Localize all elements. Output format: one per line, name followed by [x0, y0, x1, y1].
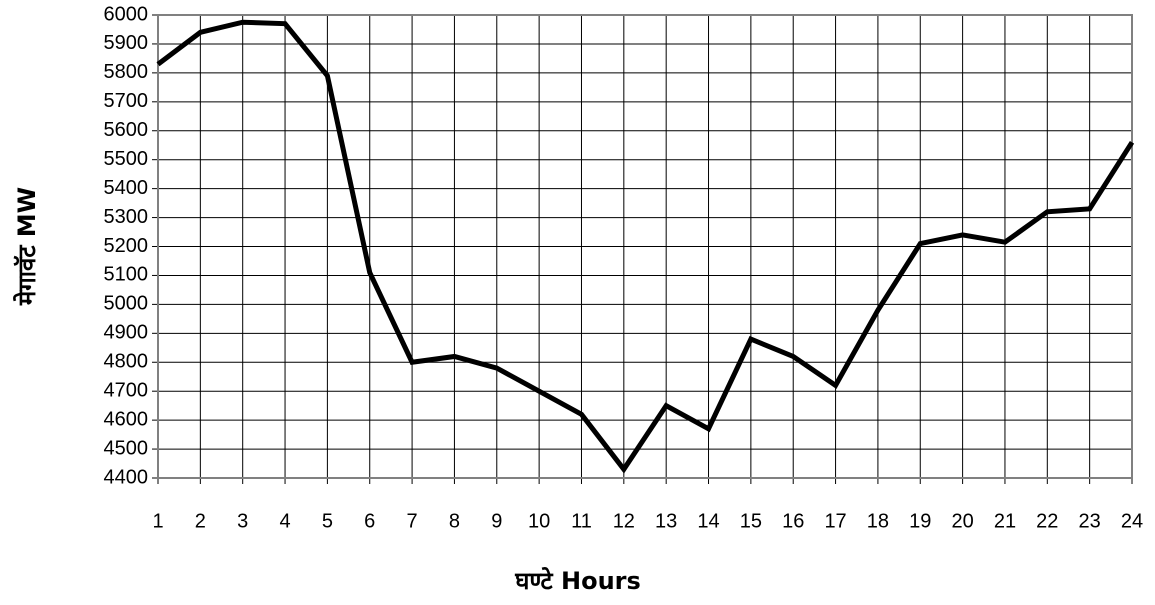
x-tick-label: 6: [364, 510, 375, 532]
x-tick-label: 15: [740, 510, 762, 532]
y-tick-label: 4600: [104, 408, 149, 430]
x-tick-label: 5: [322, 510, 333, 532]
x-tick-label: 24: [1121, 510, 1143, 532]
y-tick-label: 5400: [104, 177, 149, 199]
y-tick-label: 5000: [104, 293, 149, 315]
y-tick-label: 5200: [104, 235, 149, 257]
plot-frame: [157, 14, 1133, 479]
x-tick-label: 19: [909, 510, 931, 532]
y-tick-label: 4500: [104, 437, 149, 459]
y-tick-label: 5800: [104, 61, 149, 83]
y-tick-label: 5500: [104, 148, 149, 170]
y-tick-label: 5600: [104, 119, 149, 141]
x-tick-label: 12: [613, 510, 635, 532]
x-tick-label: 1: [152, 510, 163, 532]
x-tick-label: 3: [237, 510, 248, 532]
x-tick-label: 13: [655, 510, 677, 532]
x-tick-label: 21: [994, 510, 1016, 532]
x-axis-title: घण्टे Hours: [514, 567, 641, 595]
y-tick-label: 4700: [104, 379, 149, 401]
y-tick-label: 4900: [104, 322, 149, 344]
x-tick-label: 17: [824, 510, 846, 532]
y-tick-label: 4400: [104, 466, 149, 488]
x-tick-label: 20: [951, 510, 973, 532]
y-tick-label: 5300: [104, 206, 149, 228]
y-axis-title: मेगावॅट MW: [13, 187, 41, 306]
x-tick-label: 16: [782, 510, 804, 532]
x-tick-label: 7: [407, 510, 418, 532]
y-tick-label: 5900: [104, 32, 149, 54]
x-tick-label: 9: [491, 510, 502, 532]
y-tick-label: 6000: [104, 3, 149, 25]
y-tick-label: 5700: [104, 90, 149, 112]
x-tick-label: 8: [449, 510, 460, 532]
x-tick-label: 4: [279, 510, 290, 532]
x-tick-label: 14: [697, 510, 719, 532]
x-tick-label: 23: [1079, 510, 1101, 532]
y-tick-label: 4800: [104, 351, 149, 373]
x-tick-label: 18: [867, 510, 889, 532]
y-tick-label: 5100: [104, 264, 149, 286]
x-tick-label: 11: [571, 510, 592, 532]
x-tick-label: 2: [195, 510, 206, 532]
data-line: [156, 19, 1135, 474]
x-tick-label: 22: [1036, 510, 1058, 532]
x-tick-label: 10: [528, 510, 550, 532]
